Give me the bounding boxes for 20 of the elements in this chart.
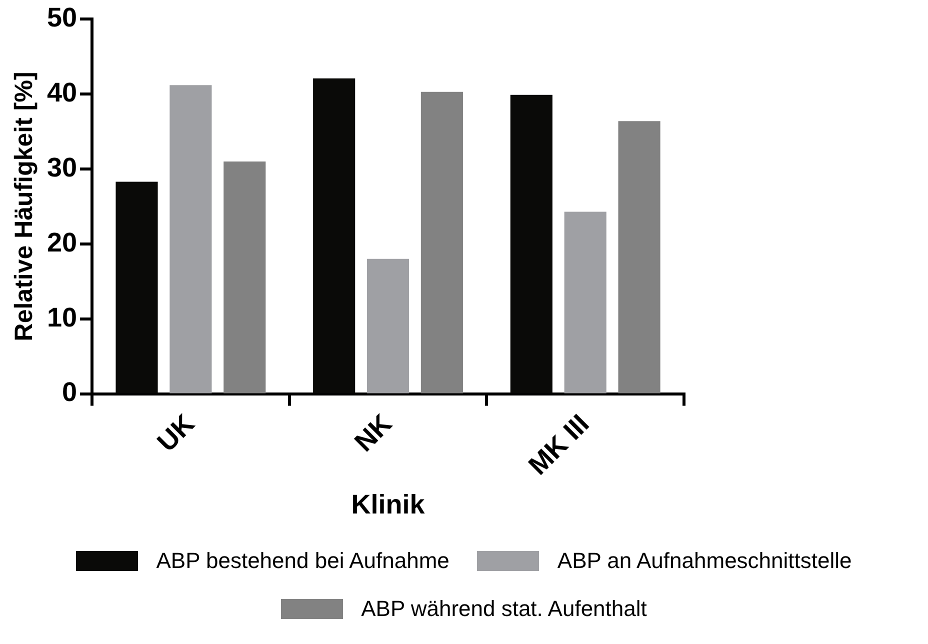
y-tick-label: 10 <box>46 302 78 332</box>
x-tick-label: UK <box>151 408 201 458</box>
y-tick-label: 20 <box>46 227 78 258</box>
y-tick-label: 50 <box>46 2 78 33</box>
bar <box>564 212 606 394</box>
x-tick-label: NK <box>348 408 398 458</box>
legend-label: ABP an Aufnahmeschnittstelle <box>557 548 852 574</box>
bar <box>420 92 463 394</box>
y-tick-label: 40 <box>46 78 78 108</box>
y-tick-label: 0 <box>62 377 78 408</box>
bar <box>224 162 266 394</box>
x-axis-title: Klinik <box>351 489 426 520</box>
y-tick-label: 30 <box>46 152 78 182</box>
y-axis-title: Relative Häufigkeit [%] <box>10 72 38 342</box>
bar <box>618 121 660 394</box>
legend-label: ABP bestehend bei Aufnahme <box>156 548 450 574</box>
x-tick-label: MK III <box>522 408 595 481</box>
legend-label: ABP während stat. Aufenthalt <box>361 596 647 622</box>
bar <box>170 85 212 394</box>
bar <box>366 258 410 394</box>
